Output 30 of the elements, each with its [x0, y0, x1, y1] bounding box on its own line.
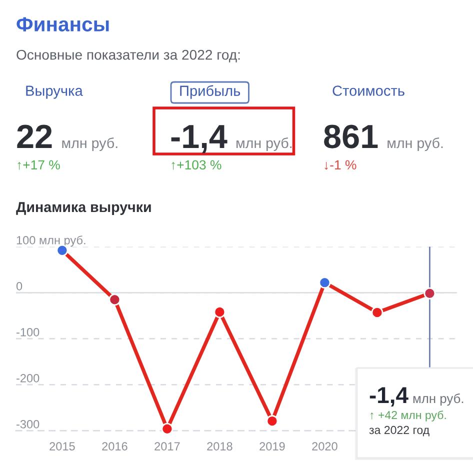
text: 861 [324, 124, 378, 148]
text: млн руб. [388, 138, 443, 151]
chart-title: Динамика выручки [16, 202, 151, 215]
y-tick-label: 100 млн руб. [16, 236, 86, 247]
text: млн руб. [62, 138, 118, 151]
text: млн руб. [236, 138, 292, 151]
x-tick-label: 2018 [207, 442, 232, 450]
y-tick-label: 0 [16, 282, 22, 290]
y-tick-label: -200 [16, 374, 40, 382]
x-tick-label: 2016 [102, 442, 128, 450]
x-tick-label: 2015 [50, 442, 75, 450]
text: Стоимость [332, 86, 404, 96]
text: 22 [17, 124, 52, 148]
annotation: за 2022 год [369, 426, 430, 436]
text: Основные показатели за 2022 год: [16, 50, 240, 62]
text: -1,4 [171, 125, 228, 154]
text: ↓-1 % [324, 160, 356, 170]
annotation: -1,4 [370, 387, 408, 407]
y-tick-label: -100 [16, 328, 40, 336]
text: ↑+103 % [172, 160, 222, 170]
y-tick-label: -300 [16, 420, 40, 428]
text: Прибыль [180, 85, 240, 99]
text: ↑+17 % [18, 160, 60, 170]
x-tick-label: 2019 [260, 442, 285, 450]
x-tick-label: 2017 [154, 442, 180, 450]
annotation: ↑ +42 млн руб. [370, 410, 446, 422]
annotation: млн руб. [413, 394, 464, 406]
text: Финансы [16, 17, 109, 32]
x-tick-label: 2020 [312, 442, 338, 450]
text: Выручка [26, 86, 83, 99]
